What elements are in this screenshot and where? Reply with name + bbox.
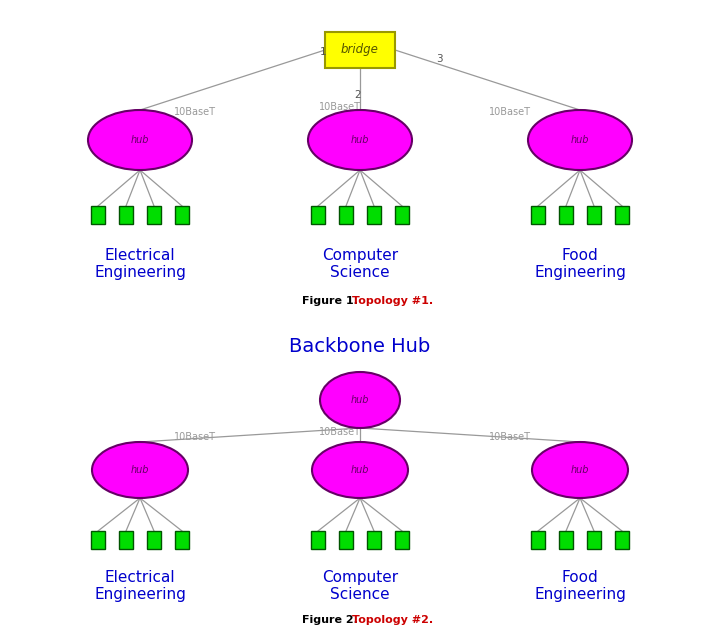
FancyBboxPatch shape bbox=[367, 531, 381, 549]
FancyBboxPatch shape bbox=[91, 206, 105, 224]
FancyBboxPatch shape bbox=[91, 531, 105, 549]
Text: 10BaseT: 10BaseT bbox=[489, 107, 531, 117]
FancyBboxPatch shape bbox=[311, 531, 325, 549]
Text: 1: 1 bbox=[320, 47, 326, 57]
FancyBboxPatch shape bbox=[615, 531, 629, 549]
FancyBboxPatch shape bbox=[311, 206, 325, 224]
FancyBboxPatch shape bbox=[119, 531, 133, 549]
FancyBboxPatch shape bbox=[147, 206, 161, 224]
Text: Backbone Hub: Backbone Hub bbox=[289, 337, 431, 356]
Ellipse shape bbox=[532, 442, 628, 498]
Ellipse shape bbox=[320, 372, 400, 428]
FancyBboxPatch shape bbox=[395, 206, 409, 224]
FancyBboxPatch shape bbox=[367, 206, 381, 224]
Text: hub: hub bbox=[571, 135, 589, 145]
Text: hub: hub bbox=[351, 395, 369, 405]
Text: Topology #1.: Topology #1. bbox=[352, 296, 433, 306]
Text: 3: 3 bbox=[436, 54, 443, 64]
Text: 10BaseT: 10BaseT bbox=[174, 107, 216, 117]
Text: Computer
Science: Computer Science bbox=[322, 248, 398, 280]
FancyBboxPatch shape bbox=[339, 206, 353, 224]
Text: Food
Engineering: Food Engineering bbox=[534, 248, 626, 280]
Text: hub: hub bbox=[351, 465, 369, 475]
Text: 10BaseT: 10BaseT bbox=[174, 432, 216, 442]
Text: 10BaseT: 10BaseT bbox=[319, 427, 361, 437]
Ellipse shape bbox=[88, 110, 192, 170]
FancyBboxPatch shape bbox=[175, 531, 189, 549]
Text: hub: hub bbox=[351, 135, 369, 145]
Text: Figure 2.: Figure 2. bbox=[302, 615, 361, 625]
Text: Food
Engineering: Food Engineering bbox=[534, 570, 626, 603]
FancyBboxPatch shape bbox=[325, 32, 395, 68]
FancyBboxPatch shape bbox=[119, 206, 133, 224]
Text: Electrical
Engineering: Electrical Engineering bbox=[94, 570, 186, 603]
FancyBboxPatch shape bbox=[587, 206, 601, 224]
Text: Computer
Science: Computer Science bbox=[322, 570, 398, 603]
Ellipse shape bbox=[528, 110, 632, 170]
FancyBboxPatch shape bbox=[615, 206, 629, 224]
Text: Electrical
Engineering: Electrical Engineering bbox=[94, 248, 186, 280]
Text: 10BaseT: 10BaseT bbox=[319, 102, 361, 112]
Ellipse shape bbox=[312, 442, 408, 498]
FancyBboxPatch shape bbox=[395, 531, 409, 549]
Text: hub: hub bbox=[131, 135, 149, 145]
Text: hub: hub bbox=[571, 465, 589, 475]
Text: bridge: bridge bbox=[341, 43, 379, 56]
Text: 10BaseT: 10BaseT bbox=[489, 432, 531, 442]
FancyBboxPatch shape bbox=[147, 531, 161, 549]
Ellipse shape bbox=[92, 442, 188, 498]
FancyBboxPatch shape bbox=[531, 206, 545, 224]
Ellipse shape bbox=[308, 110, 412, 170]
Text: Topology #2.: Topology #2. bbox=[352, 615, 433, 625]
FancyBboxPatch shape bbox=[339, 531, 353, 549]
FancyBboxPatch shape bbox=[559, 531, 573, 549]
Text: hub: hub bbox=[131, 465, 149, 475]
FancyBboxPatch shape bbox=[531, 531, 545, 549]
Text: Figure 1.: Figure 1. bbox=[302, 296, 361, 306]
FancyBboxPatch shape bbox=[175, 206, 189, 224]
FancyBboxPatch shape bbox=[587, 531, 601, 549]
Text: 2: 2 bbox=[355, 90, 361, 100]
FancyBboxPatch shape bbox=[559, 206, 573, 224]
